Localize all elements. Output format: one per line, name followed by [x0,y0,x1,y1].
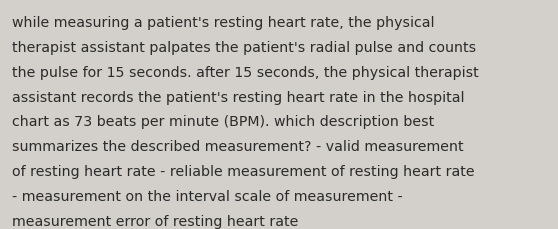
Text: assistant records the patient's resting heart rate in the hospital: assistant records the patient's resting … [12,90,465,104]
Text: of resting heart rate - reliable measurement of resting heart rate: of resting heart rate - reliable measure… [12,164,475,178]
Text: while measuring a patient's resting heart rate, the physical: while measuring a patient's resting hear… [12,16,435,30]
Text: measurement error of resting heart rate: measurement error of resting heart rate [12,214,299,228]
Text: summarizes the described measurement? - valid measurement: summarizes the described measurement? - … [12,140,464,154]
Text: the pulse for 15 seconds. after 15 seconds, the physical therapist: the pulse for 15 seconds. after 15 secon… [12,65,479,79]
Text: therapist assistant palpates the patient's radial pulse and counts: therapist assistant palpates the patient… [12,41,477,55]
Text: - measurement on the interval scale of measurement -: - measurement on the interval scale of m… [12,189,403,203]
Text: chart as 73 beats per minute (BPM). which description best: chart as 73 beats per minute (BPM). whic… [12,115,435,129]
